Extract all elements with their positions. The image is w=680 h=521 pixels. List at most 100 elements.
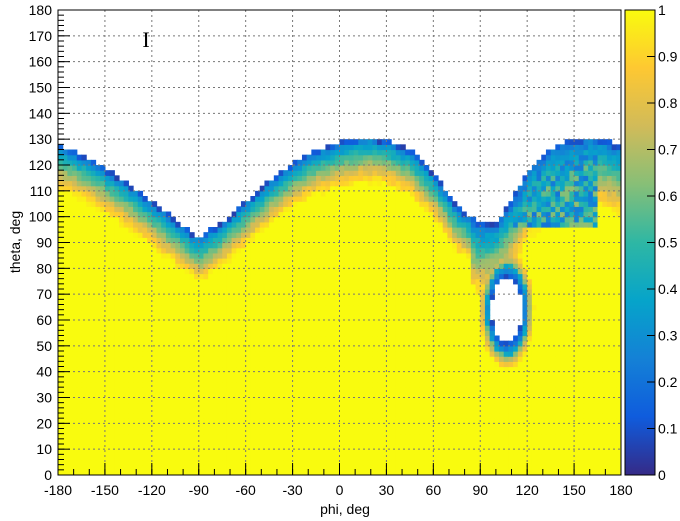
heatmap-cell (297, 392, 303, 399)
heatmap-cell (569, 469, 575, 475)
heatmap-cell (198, 304, 205, 311)
heatmap-cell (231, 325, 237, 331)
heatmap-cell (325, 340, 331, 347)
heatmap-cell (151, 397, 158, 404)
heatmap-cell (325, 335, 331, 342)
heatmap-cell (62, 418, 68, 424)
heatmap-cell (484, 413, 491, 419)
heatmap-cell (259, 351, 266, 357)
heatmap-cell (353, 444, 359, 450)
heatmap-cell (128, 283, 134, 290)
heatmap-cell (203, 361, 209, 368)
heatmap-cell (231, 428, 237, 435)
heatmap-cell (81, 299, 87, 306)
heatmap-cell (123, 433, 129, 440)
heatmap-cell (301, 428, 308, 435)
heatmap-cell (362, 283, 369, 290)
heatmap-cell (175, 413, 181, 419)
heatmap-cell (184, 294, 190, 300)
heatmap-cell (555, 402, 561, 409)
heatmap-cell (90, 449, 97, 455)
heatmap-cell (372, 330, 378, 337)
heatmap-cell (428, 356, 434, 362)
heatmap-cell (123, 469, 129, 475)
heatmap-cell (330, 304, 336, 311)
heatmap-cell (574, 407, 580, 414)
heatmap-cell (597, 376, 603, 383)
heatmap-cell (362, 356, 369, 362)
heatmap-cell (100, 444, 106, 450)
heatmap-cell (58, 454, 64, 461)
heatmap-cell (226, 340, 233, 347)
heatmap-cell (264, 351, 270, 357)
heatmap-cell (348, 258, 355, 264)
heatmap-cell (428, 464, 434, 471)
heatmap-cell (447, 351, 453, 357)
heatmap-cell (513, 464, 519, 471)
heatmap-cell (161, 330, 167, 337)
heatmap-cell (484, 387, 491, 393)
heatmap-cell (236, 314, 242, 321)
heatmap-cell (414, 278, 420, 285)
heatmap-cell (503, 438, 509, 445)
heatmap-cell (531, 289, 538, 295)
heatmap-cell (569, 376, 575, 383)
heatmap-cell (76, 361, 83, 368)
heatmap-cell (100, 309, 106, 316)
heatmap-cell (367, 283, 373, 290)
heatmap-cell (325, 314, 331, 321)
heatmap-cell (461, 397, 467, 404)
heatmap-cell (405, 366, 411, 373)
heatmap-cell (320, 454, 327, 461)
heatmap-cell (489, 433, 495, 440)
heatmap-cell (381, 309, 388, 316)
heatmap-cell (541, 294, 547, 300)
heatmap-cell (442, 263, 449, 269)
heatmap-cell (240, 283, 247, 290)
heatmap-cell (442, 413, 449, 419)
heatmap-cell (433, 273, 439, 280)
heatmap-cell (494, 433, 500, 440)
heatmap-cell (297, 387, 303, 393)
heatmap-cell (367, 397, 373, 404)
heatmap-cell (325, 278, 331, 285)
heatmap-cell (325, 371, 331, 378)
heatmap-cell (273, 361, 280, 368)
heatmap-cell (297, 469, 303, 475)
heatmap-cell (405, 438, 411, 445)
heatmap-cell (391, 402, 397, 409)
heatmap-cell (175, 438, 181, 445)
heatmap-cell (109, 397, 115, 404)
heatmap-cell (541, 335, 547, 342)
heatmap-cell (245, 454, 251, 461)
heatmap-cell (470, 258, 477, 264)
heatmap-cell (592, 387, 599, 393)
heatmap-cell (555, 299, 561, 306)
heatmap-cell (325, 433, 331, 440)
heatmap-cell (423, 387, 430, 393)
heatmap-cell (409, 392, 416, 399)
heatmap-cell (423, 392, 430, 399)
heatmap-cell (395, 263, 402, 269)
heatmap-cell (320, 304, 327, 311)
heatmap-cell (311, 340, 317, 347)
heatmap-cell (527, 423, 533, 430)
heatmap-cell (372, 309, 378, 316)
heatmap-cell (184, 397, 190, 404)
heatmap-cell (583, 263, 589, 269)
heatmap-cell (616, 371, 621, 378)
heatmap-cell (606, 320, 613, 326)
heatmap-cell (58, 335, 64, 342)
heatmap-cell (602, 428, 608, 435)
heatmap-cell (212, 278, 219, 285)
heatmap-cell (395, 366, 402, 373)
heatmap-cell (391, 407, 397, 414)
heatmap-cell (395, 283, 402, 290)
heatmap-cell (226, 345, 233, 352)
heatmap-cell (545, 345, 552, 352)
heatmap-cell (367, 351, 373, 357)
heatmap-cell (245, 366, 251, 373)
heatmap-cell (217, 402, 223, 409)
heatmap-cell (447, 423, 453, 430)
heatmap-cell (592, 382, 599, 388)
